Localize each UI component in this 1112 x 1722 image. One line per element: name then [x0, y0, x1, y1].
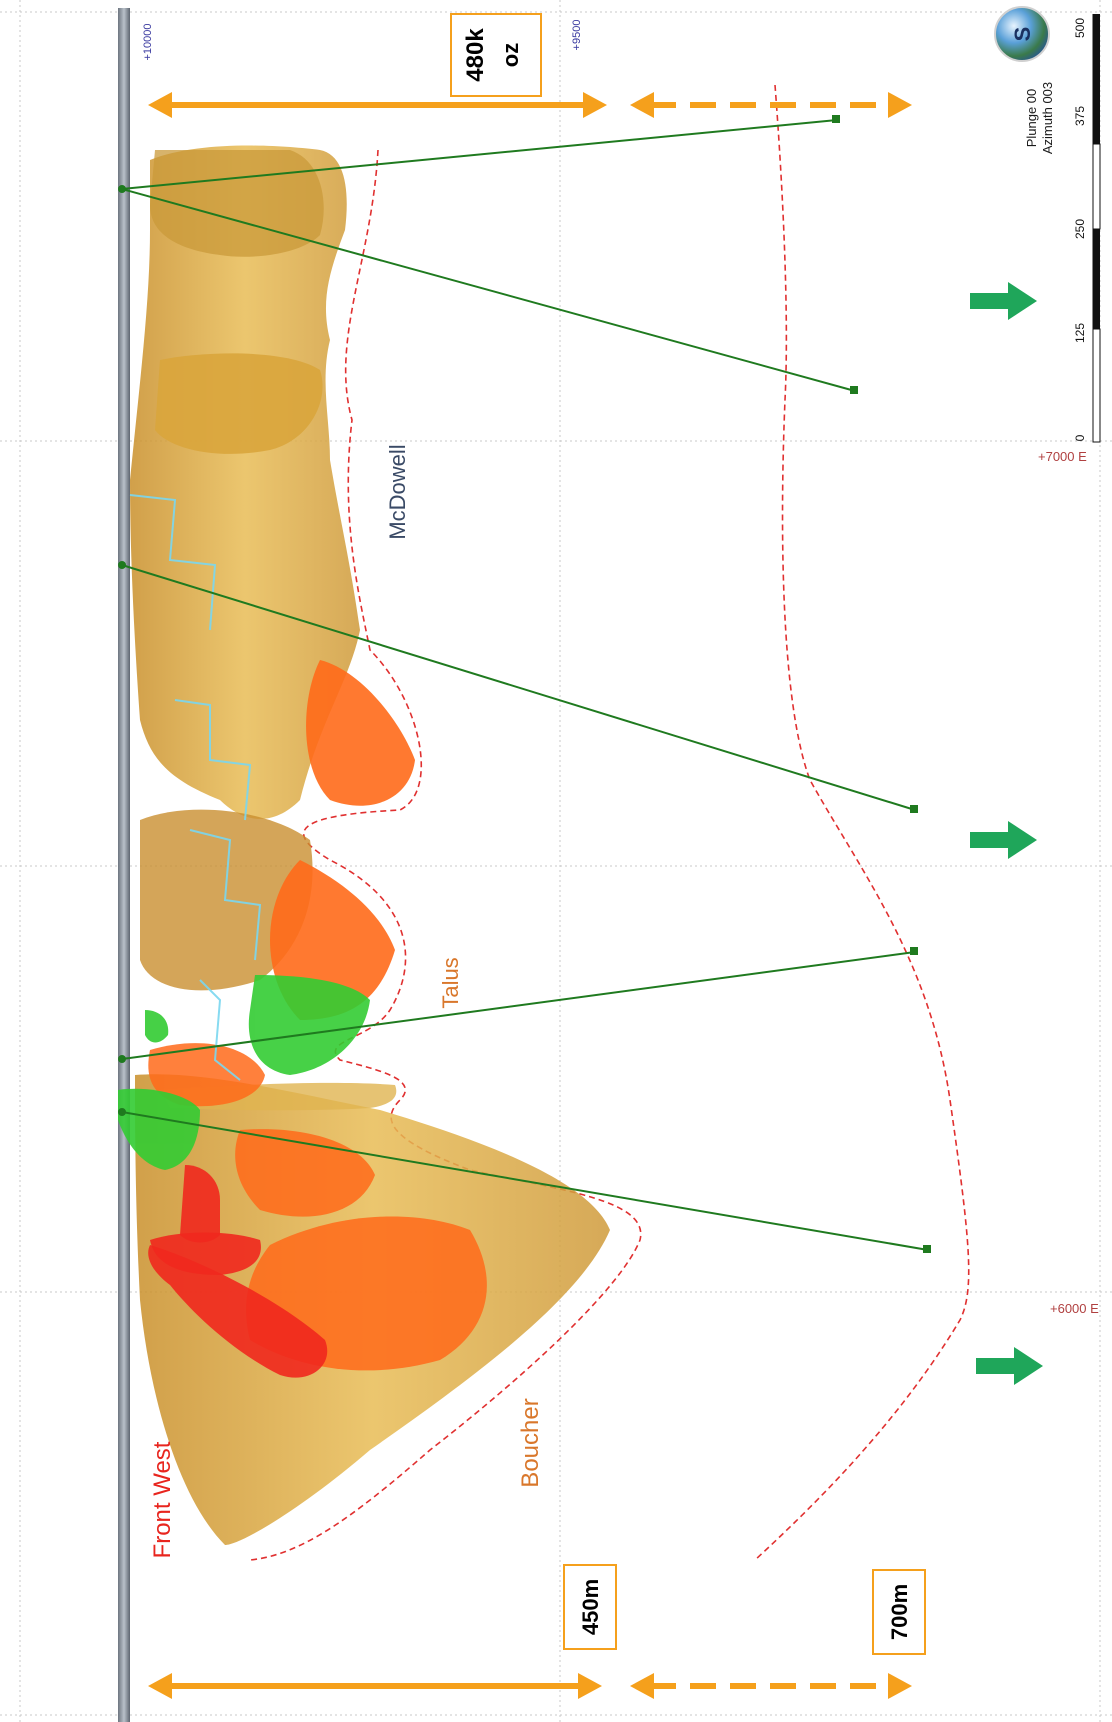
compass-letter: S [1010, 27, 1035, 42]
underground-workings [129, 494, 262, 1081]
compass-globe-icon: S [994, 6, 1050, 62]
view-plunge: Plunge 00 [1024, 89, 1039, 148]
ounces-value: 480k [462, 28, 489, 82]
green-zones [118, 975, 370, 1170]
label-boucher: Boucher [517, 1398, 544, 1487]
label-mcdowell: McDowell [385, 444, 410, 539]
rl-10000-label: +10000 [142, 23, 154, 60]
depth-current-callout: 450m [563, 1564, 617, 1650]
easting-7000-label: +7000 E [1038, 449, 1087, 464]
depth-arrow-450m-top [148, 92, 607, 118]
ounces-unit: oz [498, 43, 523, 67]
depth-arrow-700m-bottom [630, 1673, 912, 1699]
drillholes [118, 115, 931, 1253]
high-grade-zones [148, 660, 487, 1378]
label-talus: Talus [438, 957, 463, 1008]
scale-tick-375: 375 [1073, 106, 1087, 126]
arrow-right-icon [976, 1347, 1043, 1385]
ounces-callout: 480k oz [450, 13, 542, 97]
depth-current-label: 450m [578, 1579, 603, 1635]
topography-surface [118, 8, 130, 1722]
depth-target-callout: 700m [872, 1569, 926, 1655]
label-front-west: Front West [149, 1441, 176, 1558]
scale-tick-0: 0 [1073, 434, 1087, 441]
depth-arrow-700m-top [630, 92, 912, 118]
easting-6000-label: +6000 E [1050, 1301, 1099, 1316]
green-direction-arrows [970, 282, 1043, 1385]
view-azimuth: Azimuth 003 [1040, 82, 1055, 154]
scale-bar: 500 375 250 125 0 [1073, 14, 1101, 443]
scale-tick-500: 500 [1073, 18, 1087, 38]
arrow-right-icon [970, 821, 1037, 859]
rl-9500-label: +9500 [571, 20, 583, 51]
depth-target-label: 700m [887, 1584, 912, 1640]
depth-arrow-450m-bottom [148, 1673, 602, 1699]
arrow-right-icon [970, 282, 1037, 320]
scale-tick-125: 125 [1073, 323, 1087, 343]
resource-limit-outer [754, 84, 970, 1561]
scale-tick-250: 250 [1073, 219, 1087, 239]
